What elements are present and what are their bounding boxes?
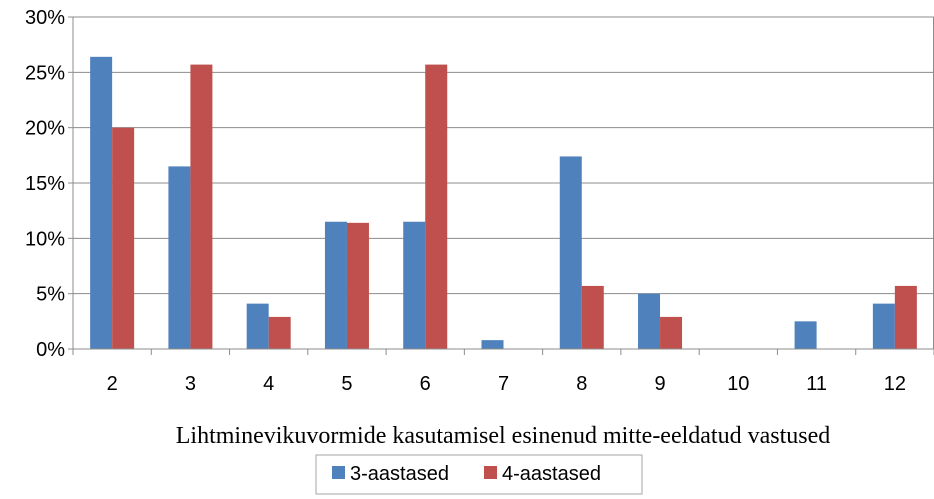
bar-3-aastased-4 (246, 303, 269, 349)
x-tick-label: 12 (884, 373, 906, 395)
x-tick-label: 3 (185, 373, 196, 395)
x-tick-label: 5 (341, 373, 352, 395)
y-tick-label: 25% (25, 62, 65, 84)
bar-3-aastased-3 (168, 166, 191, 349)
bar-4-aastased-8 (581, 285, 604, 349)
legend-swatch-3-aastased (332, 466, 345, 479)
bar-3-aastased-7 (481, 340, 504, 349)
y-tick-label: 20% (25, 118, 65, 140)
y-tick-label: 5% (36, 284, 65, 306)
x-tick-label: 8 (576, 373, 587, 395)
bar-3-aastased-11 (794, 321, 817, 349)
x-tick-label: 9 (654, 373, 665, 395)
bar-4-aastased-9 (660, 316, 683, 349)
x-tick-label: 6 (420, 373, 431, 395)
bar-4-aastased-3 (190, 64, 213, 349)
bar-4-aastased-6 (425, 64, 448, 349)
x-tick-label: 10 (727, 373, 749, 395)
y-tick-label: 10% (25, 228, 65, 250)
y-tick-label: 0% (36, 339, 65, 361)
legend-swatch-4-aastased (484, 466, 497, 479)
x-axis-label: Lihtminevikuvormide kasutamisel esinenud… (176, 423, 831, 449)
legend-box (315, 454, 643, 495)
y-tick-label: 15% (25, 173, 65, 195)
y-tick-labels: 0% 5% 10% 15% 20% 25% 30% (25, 7, 65, 361)
y-tick-label: 30% (25, 7, 65, 29)
legend-label-4-aastased: 4-aastased (502, 463, 601, 485)
bar-4-aastased-2 (112, 127, 135, 350)
bar-3-aastased-12 (872, 303, 895, 349)
gridlines (73, 16, 934, 295)
bar-3-aastased-5 (324, 221, 347, 349)
bar-4-aastased-12 (894, 285, 917, 349)
x-tick-label: 2 (107, 373, 118, 395)
bar-3-aastased-6 (403, 221, 426, 349)
legend-label-3-aastased: 3-aastased (350, 463, 449, 485)
x-tick-labels: 2 3 4 5 6 7 8 9 10 11 12 (107, 373, 906, 395)
bar-3-aastased-9 (638, 293, 661, 349)
bar-3-aastased-2 (90, 56, 113, 350)
bar-4-aastased-4 (268, 316, 291, 349)
x-tick-label: 11 (806, 373, 827, 395)
bar-3-aastased-8 (559, 156, 582, 349)
legend: 3-aastased 4-aastased (315, 454, 643, 495)
x-tick-label: 4 (263, 373, 274, 395)
bars (90, 56, 917, 350)
bar-4-aastased-5 (346, 222, 369, 349)
x-tick-label: 7 (498, 373, 509, 395)
